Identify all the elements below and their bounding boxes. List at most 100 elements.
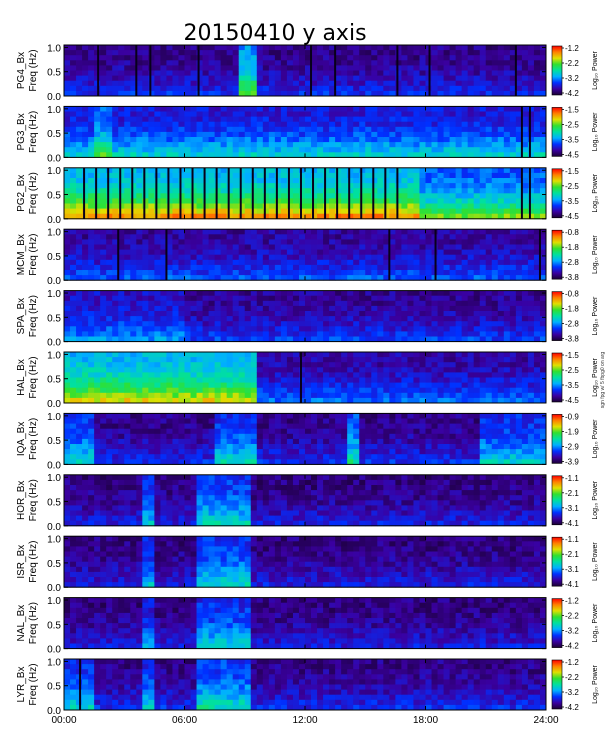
data-gap	[97, 45, 100, 96]
data-gap	[239, 167, 242, 219]
colorbar-tick-label: -4.1	[565, 580, 579, 589]
colorbar-tick-label: -4.2	[565, 89, 579, 98]
colorbar-label: Log₁₀ Power	[592, 296, 599, 335]
colorbar-tick-label: -3.8	[565, 335, 579, 344]
colorbar-label: Log₁₀ Power	[592, 173, 599, 212]
colorbar-tick-label: -4.1	[565, 519, 579, 528]
data-gap	[197, 45, 200, 96]
panel-station-label: ISR_Bx	[16, 545, 27, 579]
colorbar-tick-label: -1.1	[565, 474, 579, 483]
data-gap	[299, 352, 302, 403]
y-tick-label: 0.5	[47, 252, 61, 263]
colorbar-tick-label: -1.5	[565, 351, 579, 360]
colorbar-tick-label: -3.2	[565, 74, 579, 83]
colorbar	[551, 168, 563, 219]
y-tick-label: 0.5	[47, 498, 61, 509]
data-gap	[334, 45, 337, 96]
data-gap	[135, 45, 138, 96]
colorbar-label: Log₁₀ Power	[592, 50, 599, 89]
data-gap	[215, 167, 218, 219]
colorbar	[551, 414, 563, 464]
data-gap	[538, 229, 541, 281]
y-tick-label: 0.0	[47, 583, 61, 594]
colorbar-tick-label: -4.5	[565, 396, 579, 405]
colorbar-tick-label: -3.2	[565, 688, 579, 697]
panel-station-label: HAL_Bx	[16, 359, 27, 396]
colorbar-label: Log₁₀ Power	[592, 419, 599, 458]
x-tick-label: 18:00	[413, 715, 438, 726]
data-gap	[528, 106, 531, 158]
data-gap	[396, 45, 399, 96]
panel-station-label: PG2_Bx	[16, 175, 27, 212]
data-gap	[396, 167, 399, 219]
data-gap	[79, 659, 82, 710]
colorbar	[551, 291, 563, 341]
colorbar	[551, 229, 563, 280]
y-tick-label: 0.0	[47, 399, 61, 410]
panel-station-label: SPA_Bx	[16, 298, 27, 335]
x-axis: 00:00 06:00 12:00 18:00 24:00	[51, 715, 558, 726]
panel-mcm: 0.0 0.5 1.0 MCM_Bx Freq (Hz) -0.8 -1.8 -2.8 -3.8…	[16, 228, 599, 288]
data-gap	[227, 167, 230, 219]
panel-freq-label: Freq (Hz)	[28, 663, 39, 705]
panel-pg4: 0.0 0.5 1.0 PG4_Bx Freq (Hz) -1.2 -2.2 -3.2 -4.2…	[16, 43, 599, 103]
colorbar-label: Log₁₀ Power	[592, 603, 599, 642]
y-tick-label: 0.5	[47, 375, 61, 386]
colorbar-tick-label: -0.9	[565, 412, 579, 421]
data-gap	[167, 167, 170, 219]
y-tick-label: 1.0	[47, 166, 61, 177]
colorbar-tick-label: -1.5	[565, 167, 579, 176]
data-gap	[83, 167, 86, 219]
y-tick-label: 1.0	[47, 43, 61, 54]
data-gap	[514, 45, 517, 96]
colorbar-tick-label: -3.2	[565, 627, 579, 636]
data-gap	[520, 167, 523, 219]
panel-lyr: 0.0 0.5 1.0 LYR_Bx Freq (Hz) -1.2 -2.2 -3.2 -4.2…	[16, 657, 599, 717]
data-gap	[155, 167, 158, 219]
data-gap	[275, 167, 278, 219]
data-gap	[312, 167, 315, 219]
colorbar-tick-label: -2.5	[565, 120, 579, 129]
y-tick-label: 0.0	[47, 460, 61, 471]
colorbar-tick-label: -1.1	[565, 535, 579, 544]
y-tick-label: 0.0	[47, 338, 61, 349]
colorbar	[551, 536, 563, 587]
y-tick-label: 0.5	[47, 129, 61, 140]
data-gap	[251, 167, 254, 219]
panel-freq-label: Freq (Hz)	[28, 234, 39, 276]
colorbar-tick-label: -3.9	[565, 457, 579, 466]
x-tick-label: 12:00	[292, 715, 317, 726]
panel-isr: 0.0 0.5 1.0 ISR_Bx Freq (Hz) -1.1 -2.1 -3.1 -4.1…	[16, 535, 599, 595]
side-note: sgn fpg w/ 5 fbpg0 on arg	[600, 352, 606, 409]
colorbar-tick-label: -1.9	[565, 427, 579, 436]
panel-pg3: 0.0 0.5 1.0 PG3_Bx Freq (Hz) -1.5 -2.5 -3.5 -4.5…	[16, 105, 599, 165]
panel-station-label: LYR_Bx	[16, 667, 27, 703]
data-gap	[310, 45, 313, 96]
data-gap	[179, 167, 182, 219]
y-tick-label: 1.0	[47, 350, 61, 361]
data-gap	[360, 167, 363, 219]
y-tick-label: 0.5	[47, 68, 61, 79]
colorbar-tick-label: -4.2	[565, 703, 579, 712]
colorbar-tick-label: -3.8	[565, 273, 579, 282]
panel-freq-label: Freq (Hz)	[28, 172, 39, 214]
y-tick-label: 1.0	[47, 289, 61, 300]
data-gap	[119, 167, 122, 219]
panel-station-label: MCM_Bx	[16, 234, 27, 275]
colorbar-tick-label: -3.5	[565, 135, 579, 144]
panel-freq-label: Freq (Hz)	[28, 111, 39, 153]
panel-spa: 0.0 0.5 1.0 SPA_Bx Freq (Hz) -0.8 -1.8 -2.8 -3.8…	[16, 289, 599, 349]
y-tick-label: 1.0	[47, 105, 61, 116]
data-gap	[95, 167, 98, 219]
x-tick-label: 00:00	[51, 715, 76, 726]
data-gap	[191, 167, 194, 219]
x-tick-label: 06:00	[172, 715, 197, 726]
colorbar-tick-label: -1.2	[565, 658, 579, 667]
colorbar-label: Log₁₀ Power	[592, 112, 599, 151]
colorbar-tick-label: -1.8	[565, 305, 579, 314]
data-gap	[324, 167, 327, 219]
panel-station-label: PG4_Bx	[16, 52, 27, 89]
colorbar-tick-label: -3.1	[565, 504, 579, 513]
y-tick-label: 0.0	[47, 276, 61, 287]
colorbar	[551, 475, 563, 526]
